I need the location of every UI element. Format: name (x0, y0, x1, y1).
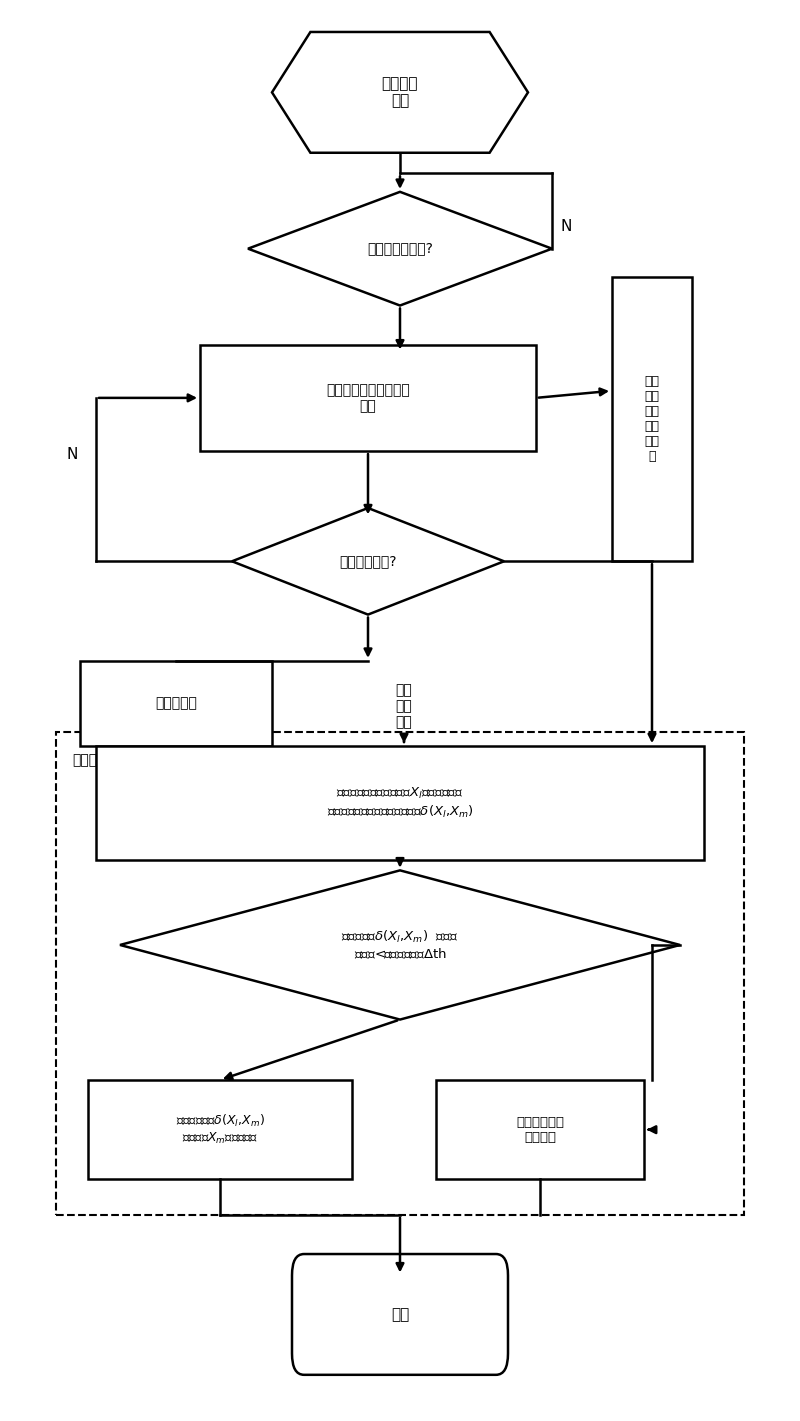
Polygon shape (232, 509, 504, 614)
Text: 实时的功率信息特征序列$X_l$与模板序列之
间进行时间规正并计算匹配距离$\delta$($X_l$,$X_m$): 实时的功率信息特征序列$X_l$与模板序列之 间进行时间规正并计算匹配距离$\d… (326, 786, 474, 820)
FancyBboxPatch shape (292, 1255, 508, 1376)
Text: 识别器: 识别器 (72, 753, 97, 767)
Text: 输出与最小的$\delta$($X_l$,$X_m$)
中对应的$X_m$对应的类型: 输出与最小的$\delta$($X_l$,$X_m$) 中对应的$X_m$对应的… (175, 1113, 265, 1147)
Bar (88, 1080, 352, 1179)
Polygon shape (272, 31, 528, 152)
Text: N: N (66, 448, 78, 462)
Text: 输出不成功或
其它标志: 输出不成功或 其它标志 (516, 1115, 564, 1144)
Text: N: N (560, 219, 571, 234)
Bar (80, 661, 272, 746)
Bar (612, 277, 692, 561)
Text: 特征模板库: 特征模板库 (155, 696, 197, 710)
Polygon shape (120, 870, 680, 1020)
Bar (200, 345, 536, 452)
Text: 启动
匹配
计算: 启动 匹配 计算 (396, 684, 412, 729)
Text: 功率信息特征向量获取
处理: 功率信息特征向量获取 处理 (326, 382, 410, 414)
Bar (436, 1080, 644, 1179)
Text: 主轴电机已停?: 主轴电机已停? (339, 554, 397, 568)
Text: 选取最小的$\delta$($X_l$,$X_m$)  并判断
值是否<预设的门限值$\Delta$th: 选取最小的$\delta$($X_l$,$X_m$) 并判断 值是否<预设的门限… (342, 929, 458, 961)
Text: 功率
信息
特征
序列
的形
成: 功率 信息 特征 序列 的形 成 (645, 375, 659, 463)
Text: 结束: 结束 (391, 1307, 409, 1322)
Bar (96, 746, 704, 860)
Text: 识别过程
开始: 识别过程 开始 (382, 77, 418, 108)
Text: 主轴电机已启动?: 主轴电机已启动? (367, 242, 433, 256)
Polygon shape (248, 192, 552, 306)
Bar (56, 732, 744, 1215)
